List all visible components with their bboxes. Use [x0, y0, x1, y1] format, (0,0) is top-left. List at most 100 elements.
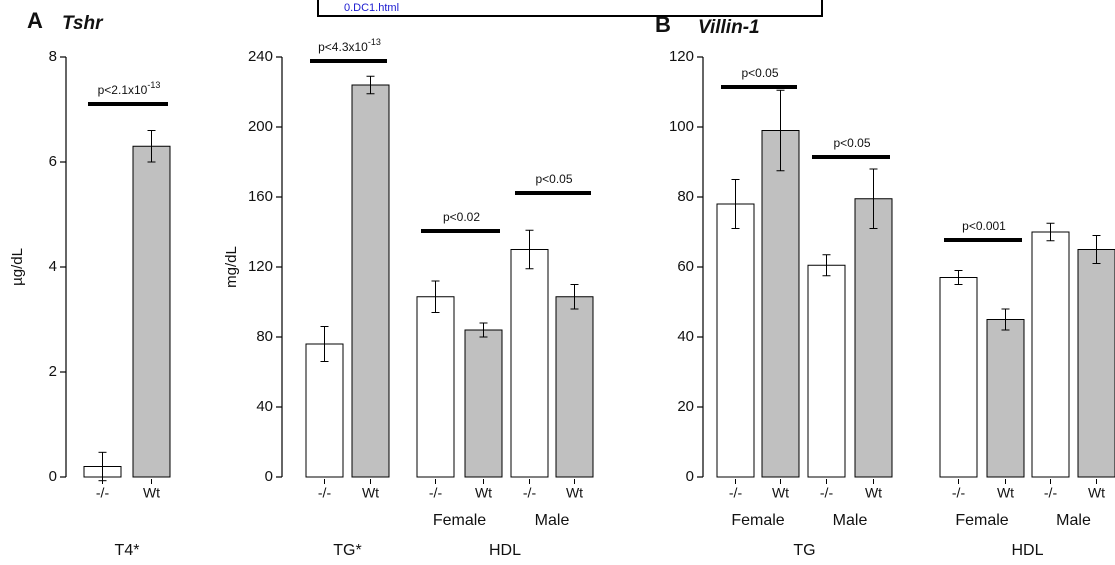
y-tick-label: 80	[256, 328, 273, 345]
error-bar	[1046, 222, 1055, 242]
y-axis-label: µg/dL	[9, 248, 26, 286]
chart-title: Tshr	[62, 13, 104, 34]
p-value: p<0.001	[962, 219, 1006, 233]
x-tick-label: Wt	[475, 485, 492, 501]
bar	[986, 319, 1025, 478]
error-bar	[320, 326, 329, 362]
error-bar	[1001, 308, 1010, 331]
p-value-text: p<0.05	[833, 136, 870, 150]
y-tick-label: 160	[248, 188, 273, 205]
bar	[761, 130, 800, 478]
bar	[939, 277, 978, 478]
p-value: p<0.05	[741, 66, 778, 80]
x-tick-label: Wt	[143, 485, 160, 501]
p-value-text: p<0.001	[962, 219, 1006, 233]
bar	[305, 343, 344, 478]
bar	[716, 203, 755, 478]
bar	[1077, 249, 1115, 478]
y-tick-label: 0	[265, 468, 273, 485]
x-tick-label: -/-	[429, 485, 443, 501]
bar	[1031, 231, 1070, 478]
group-label: TG*	[333, 542, 361, 559]
y-axis-label: mg/dL	[223, 246, 240, 288]
bar	[555, 296, 594, 478]
y-tick-label: 100	[669, 118, 694, 135]
error-bar	[776, 89, 785, 172]
error-bar	[366, 75, 375, 95]
subgroup-label: Male	[535, 512, 570, 529]
x-tick-label: Wt	[1088, 485, 1105, 501]
y-tick-label: 8	[49, 48, 57, 65]
bar	[464, 329, 503, 478]
bar	[351, 84, 390, 478]
y-tick-label: 2	[49, 363, 57, 380]
p-value-text: p<0.05	[741, 66, 778, 80]
y-tick-label: 80	[677, 188, 694, 205]
x-tick-label: -/-	[523, 485, 537, 501]
error-bar	[431, 280, 440, 313]
y-tick-label: 60	[677, 258, 694, 275]
error-bar	[1092, 235, 1101, 264]
x-tick-label: -/-	[820, 485, 834, 501]
p-value: p<2.1x10-13	[98, 80, 161, 97]
y-tick-label: 200	[248, 118, 273, 135]
x-tick-label: -/-	[96, 485, 110, 501]
x-tick-label: -/-	[318, 485, 332, 501]
p-value-text: p<4.3x10	[318, 40, 368, 54]
panel-label: B	[655, 12, 671, 37]
subgroup-label: Male	[1056, 512, 1091, 529]
error-bar	[731, 179, 740, 229]
x-tick-label: Wt	[997, 485, 1014, 501]
y-tick-label: 40	[256, 398, 273, 415]
p-value-text: p<0.05	[535, 172, 572, 186]
x-tick-label: -/-	[952, 485, 966, 501]
y-tick-label: 120	[669, 48, 694, 65]
y-tick-label: 0	[686, 468, 694, 485]
x-tick-label: Wt	[772, 485, 789, 501]
p-value-exponent: -13	[368, 37, 381, 47]
group-label: HDL	[489, 542, 521, 559]
subgroup-label: Female	[955, 512, 1008, 529]
error-bar	[570, 284, 579, 310]
p-value: p<0.02	[443, 210, 480, 224]
error-bar	[479, 322, 488, 338]
bar	[510, 249, 549, 478]
chart-title: Villin-1	[698, 17, 760, 38]
error-bar	[954, 270, 963, 285]
panel-label: A	[27, 8, 43, 33]
y-tick-label: 6	[49, 153, 57, 170]
p-value-text: p<0.02	[443, 210, 480, 224]
subgroup-label: Female	[433, 512, 486, 529]
y-tick-label: 40	[677, 328, 694, 345]
p-value-text: p<2.1x10	[98, 83, 148, 97]
y-tick-label: 4	[49, 258, 57, 275]
y-tick-label: 240	[248, 48, 273, 65]
group-label: T4*	[115, 542, 140, 559]
error-bar	[822, 254, 831, 277]
x-tick-label: Wt	[362, 485, 379, 501]
p-value-exponent: -13	[147, 80, 160, 90]
y-tick-label: 0	[49, 468, 57, 485]
p-value: p<4.3x10-13	[318, 37, 381, 54]
error-bar	[147, 130, 156, 163]
bar	[854, 198, 893, 478]
x-tick-label: -/-	[1044, 485, 1058, 501]
error-bar	[869, 168, 878, 229]
header-box	[317, 0, 823, 17]
x-tick-label: Wt	[865, 485, 882, 501]
bar	[132, 145, 171, 478]
bar	[416, 296, 455, 478]
bar	[807, 264, 846, 478]
y-tick-label: 20	[677, 398, 694, 415]
group-label: TG	[793, 542, 815, 559]
x-tick-label: -/-	[729, 485, 743, 501]
subgroup-label: Female	[731, 512, 784, 529]
p-value: p<0.05	[833, 136, 870, 150]
y-tick-label: 120	[248, 258, 273, 275]
error-bar	[525, 229, 534, 270]
subgroup-label: Male	[833, 512, 868, 529]
p-value: p<0.05	[535, 172, 572, 186]
x-tick-label: Wt	[566, 485, 583, 501]
header-link: 0.DC1.html	[344, 2, 399, 14]
